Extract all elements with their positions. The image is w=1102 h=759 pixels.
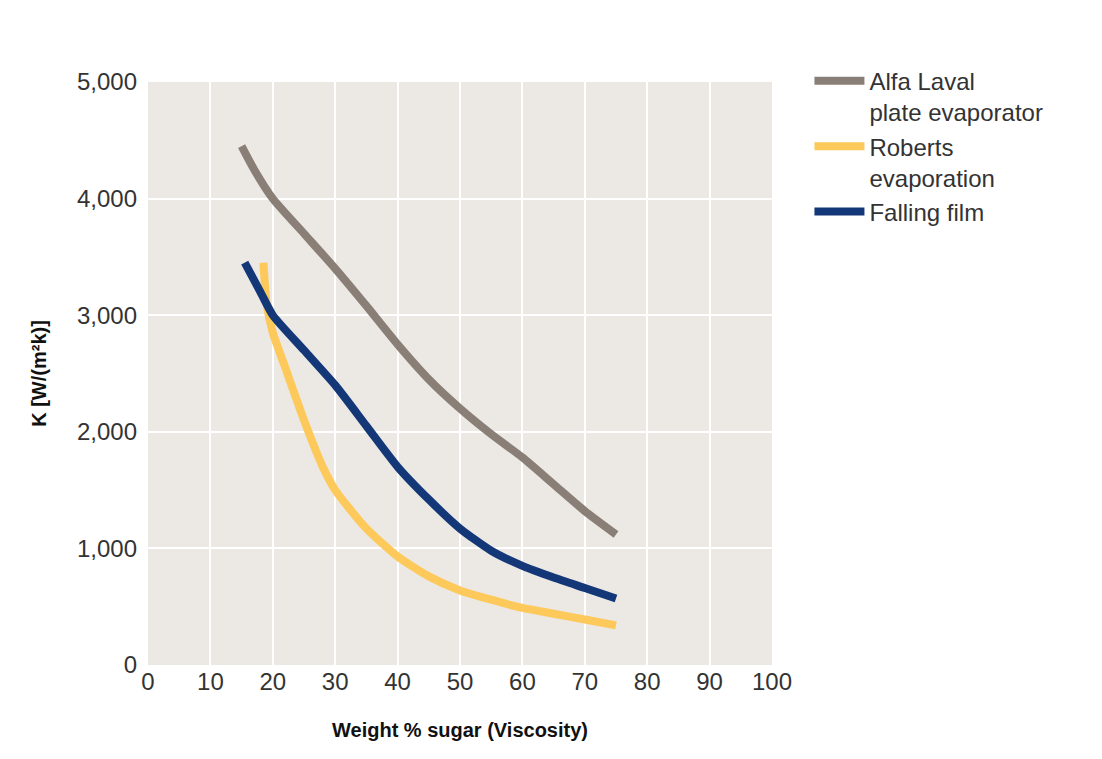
svg-text:2,000: 2,000 (77, 418, 137, 445)
svg-text:0: 0 (124, 651, 137, 678)
svg-text:30: 30 (322, 668, 349, 695)
svg-text:90: 90 (696, 668, 723, 695)
svg-text:10: 10 (197, 668, 224, 695)
svg-text:5,000: 5,000 (77, 68, 137, 95)
svg-text:Falling film: Falling film (869, 199, 984, 226)
svg-text:50: 50 (447, 668, 474, 695)
svg-text:0: 0 (141, 668, 154, 695)
svg-text:100: 100 (752, 668, 792, 695)
svg-text:4,000: 4,000 (77, 185, 137, 212)
svg-text:3,000: 3,000 (77, 302, 137, 329)
svg-text:20: 20 (259, 668, 286, 695)
svg-text:1,000: 1,000 (77, 535, 137, 562)
svg-text:40: 40 (384, 668, 411, 695)
svg-text:60: 60 (509, 668, 536, 695)
svg-text:70: 70 (571, 668, 598, 695)
svg-text:Robertsevaporation: Robertsevaporation (869, 134, 994, 192)
svg-text:Weight % sugar (Viscosity): Weight % sugar (Viscosity) (332, 719, 588, 741)
svg-text:K [W/(m²k)]: K [W/(m²k)] (28, 320, 50, 427)
svg-text:80: 80 (634, 668, 661, 695)
svg-text:Alfa Lavalplate evaporator: Alfa Lavalplate evaporator (869, 68, 1042, 126)
